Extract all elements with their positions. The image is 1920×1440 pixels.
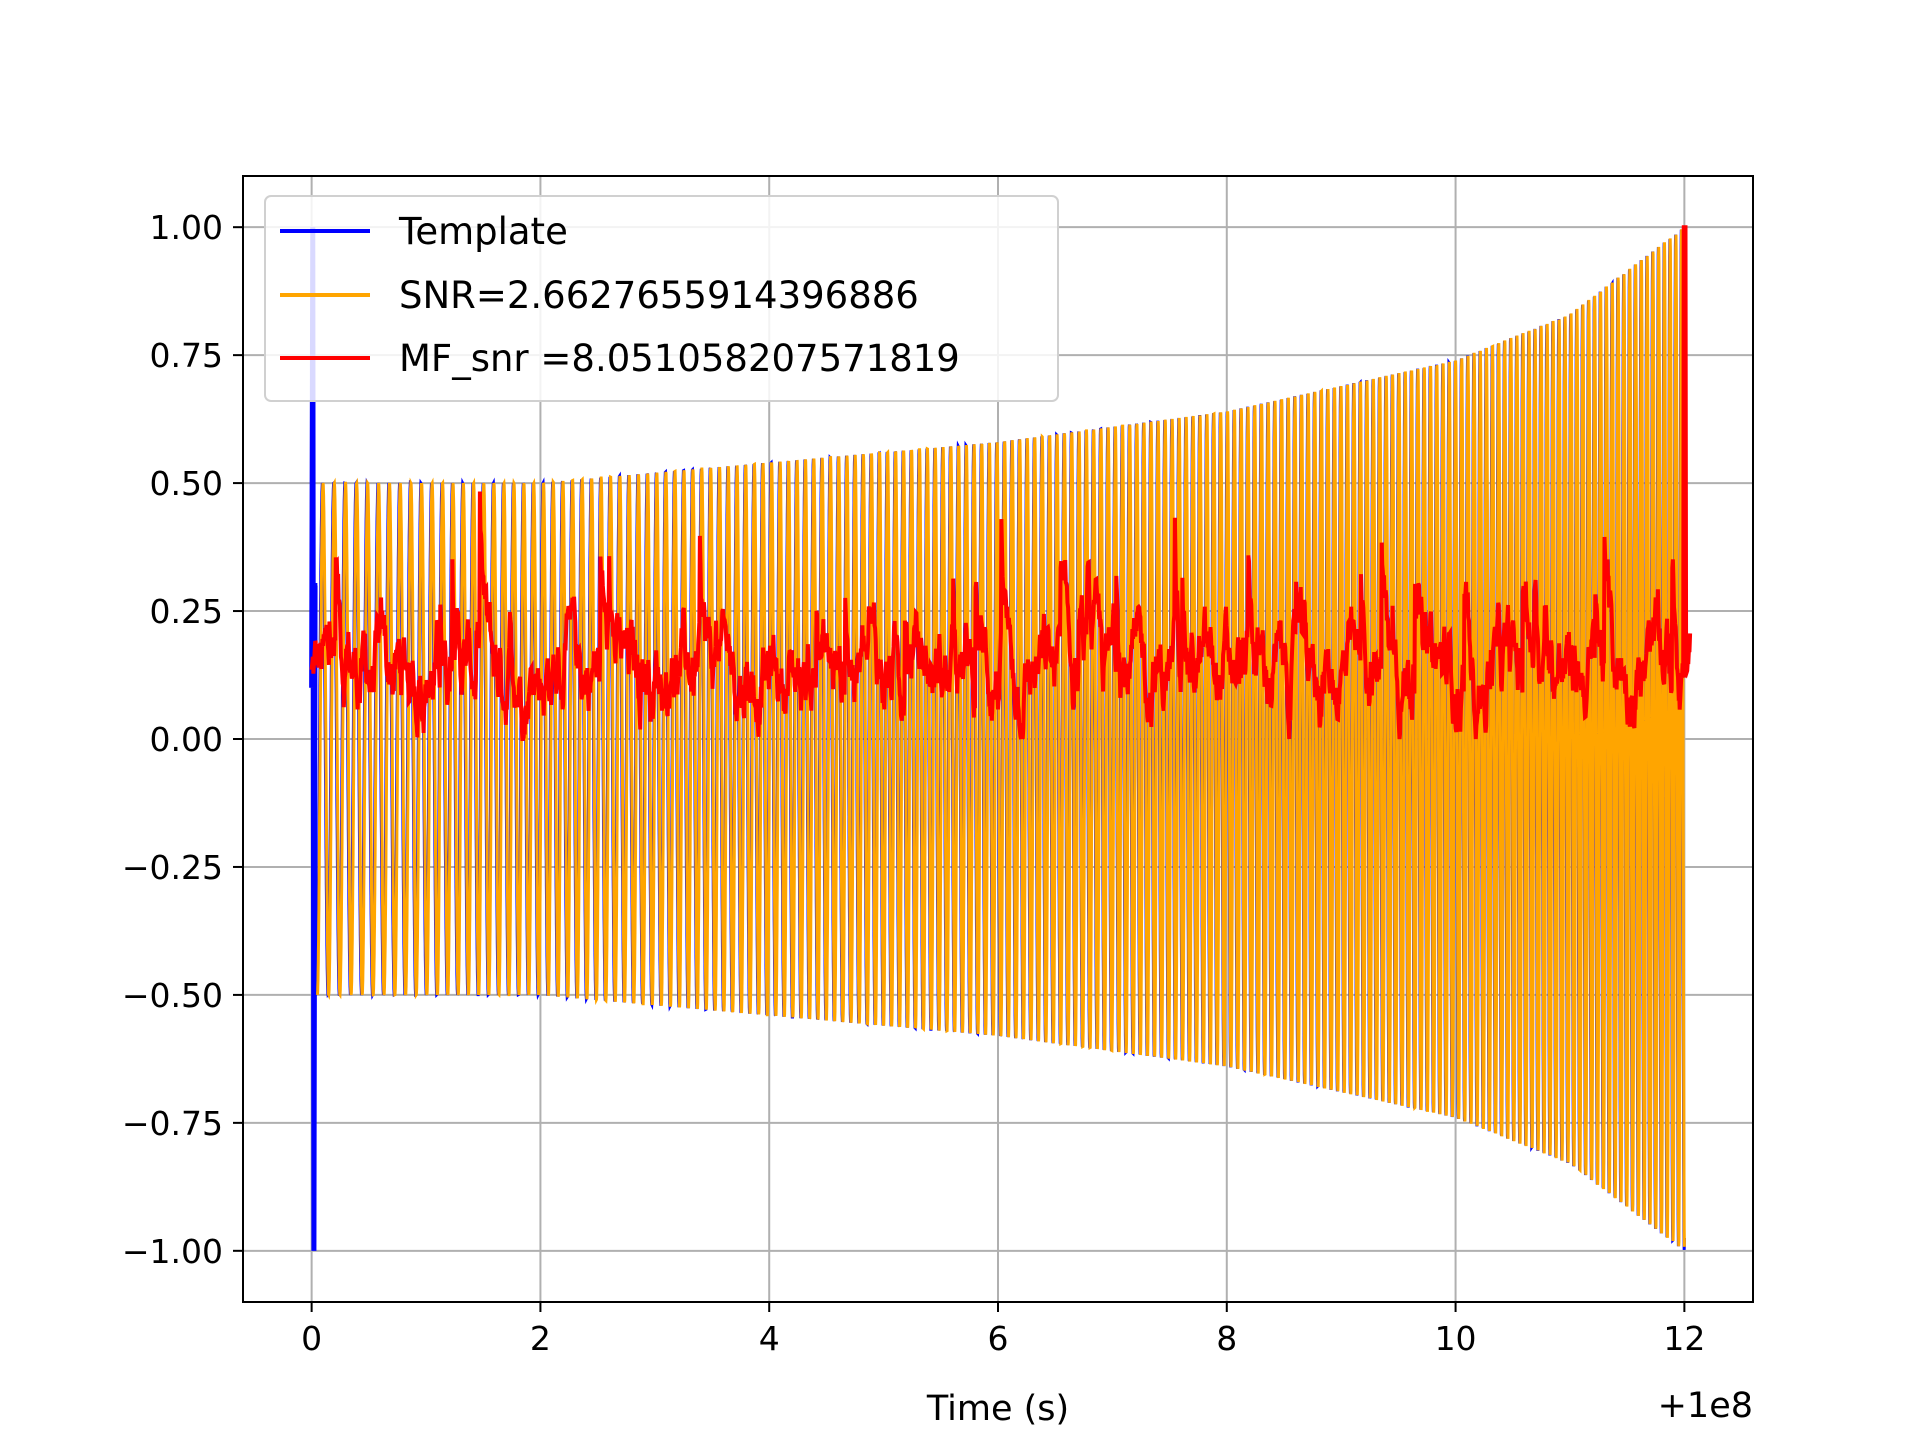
legend-label-snr: SNR=2.6627655914396886	[399, 274, 919, 317]
x-tick-label: 2	[530, 1319, 551, 1358]
x-tick-label: 8	[1216, 1319, 1237, 1358]
x-tick-label: 10	[1435, 1319, 1477, 1358]
x-tick-label: 6	[988, 1319, 1009, 1358]
x-axis-label: Time (s)	[926, 1389, 1069, 1429]
y-tick-label: 1.00	[150, 208, 223, 247]
y-tick-label: −0.25	[122, 848, 223, 887]
x-tick-label: 12	[1663, 1319, 1705, 1358]
legend-box	[264, 195, 1059, 402]
y-tick-label: −0.75	[122, 1104, 223, 1143]
legend-label-mf-snr: MF_snr =8.051058207571819	[399, 337, 960, 380]
x-tick-label: 0	[301, 1319, 322, 1358]
series-snr-line	[315, 229, 1686, 1247]
series-mf-snr-line	[309, 225, 1693, 741]
y-tick-label: 0.00	[150, 720, 223, 759]
y-tick-label: 0.25	[150, 592, 223, 631]
y-tick-label: −1.00	[122, 1232, 223, 1271]
legend-label-template: Template	[398, 210, 568, 253]
y-tick-label: 0.75	[150, 336, 223, 375]
x-tick-label: 4	[759, 1319, 780, 1358]
x-offset-label: +1e8	[1658, 1386, 1753, 1426]
legend: Template SNR=2.6627655914396886 MF_snr =…	[264, 195, 1059, 402]
y-tick-label: 0.50	[150, 464, 223, 503]
axis-ticks: 0 2 4 6 8 10 12 1.00 0.75 0.50 0.25 0.00 −0.25 −0.50 −…	[122, 208, 1706, 1358]
y-tick-label: −0.50	[122, 976, 223, 1015]
